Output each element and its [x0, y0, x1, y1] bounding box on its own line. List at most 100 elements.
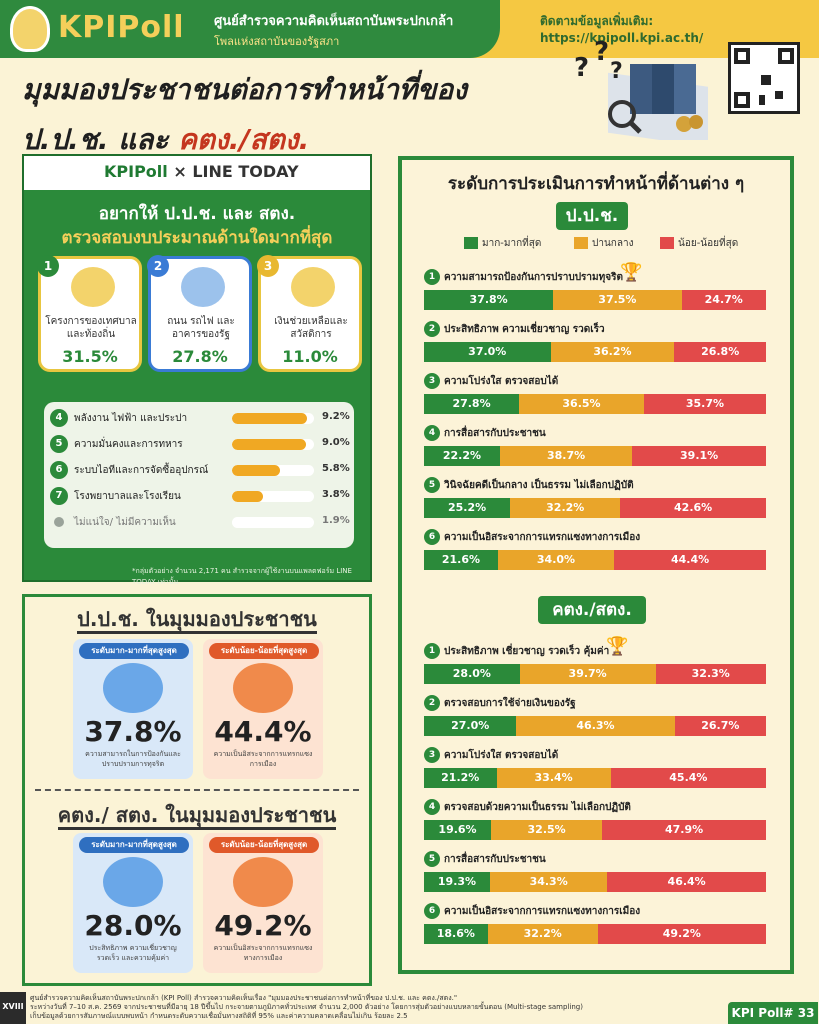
mid-segment: 32.2% [487, 924, 598, 944]
checklist-clock-icon [103, 857, 163, 907]
rank-badge: 4 [424, 799, 440, 815]
mid-segment: 46.3% [516, 716, 675, 736]
progress-track [232, 439, 314, 450]
brand-sep: × [173, 162, 187, 181]
shield-search-icon [103, 663, 163, 713]
section-divider [35, 789, 359, 791]
mid-segment: 39.7% [519, 664, 656, 684]
nacc-high-box: ระดับมาก-มากที่สุดสูงสุด 37.8% ความสามาร… [73, 639, 193, 779]
category-label: ความเป็นอิสระจากการแทรกแซงทางการเมือง [444, 906, 641, 917]
question-line1: อยากให้ ป.ป.ช. และ สตง. [98, 204, 296, 224]
list-item: ไม่แน่ใจ/ ไม่มีความเห็น 1.9% [50, 512, 350, 532]
legend-swatch [464, 237, 478, 249]
trophy-icon: 🏆 [606, 636, 629, 657]
assessment-row: 5 การสื่อสารกับประชาชน 19.3% 34.3% 46.4% [424, 850, 774, 894]
low-segment: 26.7% [674, 716, 766, 736]
rank-badge: 6 [424, 529, 440, 545]
progress-track [232, 465, 314, 476]
brand-line-today: LINE TODAY [192, 162, 299, 181]
progress-track [232, 413, 314, 424]
card-label: เงินช่วยเหลือและสวัสดิการ [274, 316, 348, 340]
svg-text:?: ? [594, 37, 609, 67]
org-tagline: โพลแห่งสถาบันของรัฐสภา [214, 35, 340, 48]
list-label: พลังงาน ไฟฟ้า และประปา [74, 413, 188, 424]
rank-badge: 2 [424, 695, 440, 711]
sao-high-box: ระดับมาก-มากที่สุดสูงสุด 28.0% ประสิทธิภ… [73, 833, 193, 973]
category-label: ตรวจสอบด้วยความเป็นธรรม ไม่เลือกปฏิบัติ [444, 802, 631, 813]
rank-badge: 1 [37, 255, 59, 277]
card-label: ถนน รถไฟ และอาคารของรัฐ [167, 316, 235, 340]
progress-fill [232, 439, 306, 450]
other-categories-list: 4 พลังงาน ไฟฟ้า และประปา 9.2% 5 ความมั่น… [44, 402, 354, 548]
low-segment: 49.2% [597, 924, 766, 944]
local-project-icon [71, 267, 115, 307]
legend-item-high: มาก-มากที่สุด [464, 236, 541, 250]
mid-segment: 32.5% [491, 820, 603, 840]
list-label: ไม่แน่ใจ/ ไม่มีความเห็น [74, 517, 176, 528]
public-view-panel: ป.ป.ช. ในมุมมองประชาชน ระดับมาก-มากที่สุ… [22, 594, 372, 986]
stacked-bar: 25.2% 32.2% 42.6% [424, 498, 766, 518]
card-percent: 31.5% [62, 347, 118, 366]
stacked-bar: 37.0% 36.2% 26.8% [424, 342, 766, 362]
documents-illustration-icon: ? ? ? [574, 37, 708, 140]
nacc-view-heading: ป.ป.ช. ในมุมมองประชาชน [25, 603, 369, 635]
high-segment: 19.6% [424, 820, 492, 840]
org-name: ศูนย์สำรวจความคิดเห็นสถาบันพระปกเกล้า [214, 14, 454, 29]
low-segment: 26.8% [674, 342, 766, 362]
legend-label: ปานกลาง [592, 238, 634, 249]
rank-badge: 5 [424, 477, 440, 493]
mid-segment: 32.2% [510, 498, 621, 518]
rank-badge: 1 [424, 269, 440, 285]
qr-code-icon[interactable] [728, 42, 800, 114]
sao-pill: คตง./สตง. [538, 596, 646, 624]
mid-segment: 37.5% [553, 290, 682, 310]
card-percent: 27.8% [172, 347, 228, 366]
page-title-line1: มุมมองประชาชนต่อการทำหน้าที่ของ [22, 73, 467, 106]
low-tag: ระดับน้อย-น้อยที่สุดสูงสุด [209, 643, 319, 659]
category-label: ความโปร่งใส ตรวจสอบได้ [444, 376, 559, 387]
low-segment: 42.6% [620, 498, 766, 518]
category-label: ประสิทธิภาพ ความเชี่ยวชาญ รวดเร็ว [444, 324, 605, 335]
footer-line1: ศูนย์สำรวจความคิดเห็นสถาบันพระปกเกล้า (K… [30, 994, 458, 1002]
contact-link[interactable]: ติดตามข้อมูลเพิ่มเติม: https://kpipoll.k… [540, 14, 704, 45]
list-label: ระบบไอทีและการจัดซื้ออุปกรณ์ [74, 465, 209, 476]
mid-segment: 34.0% [497, 550, 615, 570]
category-label: ความสามารถป้องกันการปราบปรามทุจริต [444, 272, 623, 283]
assessment-row: 1 ประสิทธิภาพ เชี่ยวชาญ รวดเร็ว คุ้มค่า 🏆 2… [424, 636, 774, 686]
category-label: ความโปร่งใส ตรวจสอบได้ [444, 750, 559, 761]
low-segment: 46.4% [607, 872, 766, 892]
rank-badge: 5 [424, 851, 440, 867]
stacked-bar: 37.8% 37.5% 24.7% [424, 290, 766, 310]
progress-fill [232, 491, 264, 502]
mid-segment: 36.2% [550, 342, 675, 362]
rank-badge: 6 [424, 903, 440, 919]
high-segment: 18.6% [424, 924, 488, 944]
low-segment: 39.1% [632, 446, 766, 466]
high-segment: 22.2% [424, 446, 500, 466]
nacc-low-box: ระดับน้อย-น้อยที่สุดสูงสุด 44.4% ความเป็… [203, 639, 323, 779]
assessment-row: 3 ความโปร่งใส ตรวจสอบได้ 21.2% 33.4% 45.4% [424, 746, 774, 790]
category-label: การสื่อสารกับประชาชน [444, 428, 546, 439]
footer-line2: ระหว่างวันที่ 7–10 ส.ค. 2569 จากประชาชนท… [30, 1003, 583, 1011]
list-item: 4 พลังงาน ไฟฟ้า และประปา 9.2% [50, 408, 350, 428]
category-label: ประสิทธิภาพ เชี่ยวชาญ รวดเร็ว คุ้มค่า [444, 646, 610, 657]
rank-badge: 3 [424, 747, 440, 763]
high-tag: ระดับมาก-มากที่สุดสูงสุด [79, 837, 189, 853]
low-value: 49.2% [214, 909, 312, 942]
rank-badge: 2 [147, 255, 169, 277]
rank-badge: 4 [424, 425, 440, 441]
high-tag: ระดับมาก-มากที่สุดสูงสุด [79, 643, 189, 659]
high-segment: 28.0% [424, 664, 520, 684]
title-part-b: คตง./สตง. [178, 123, 310, 156]
assessment-row: 2 ตรวจสอบการใช้จ่ายเงินของรัฐ 27.0% 46.3% 26… [424, 694, 774, 738]
sao-view-heading: คตง./ สตง. ในมุมมองประชาชน [25, 799, 369, 831]
legend-swatch [574, 237, 588, 249]
list-value: 1.9% [322, 515, 350, 526]
high-segment: 27.0% [424, 716, 517, 736]
assessment-row: 2 ประสิทธิภาพ ความเชี่ยวชาญ รวดเร็ว 37.0% 3… [424, 320, 774, 364]
category-label: ความเป็นอิสระจากการแทรกแซงทางการเมือง [444, 532, 641, 543]
rank-badge: 4 [50, 409, 68, 427]
stacked-bar: 19.3% 34.3% 46.4% [424, 872, 766, 892]
assessment-panel: ระดับการประเมินการทำหน้าที่ด้านต่าง ๆ ป.… [398, 156, 794, 974]
nacc-pill: ป.ป.ช. [556, 202, 628, 230]
